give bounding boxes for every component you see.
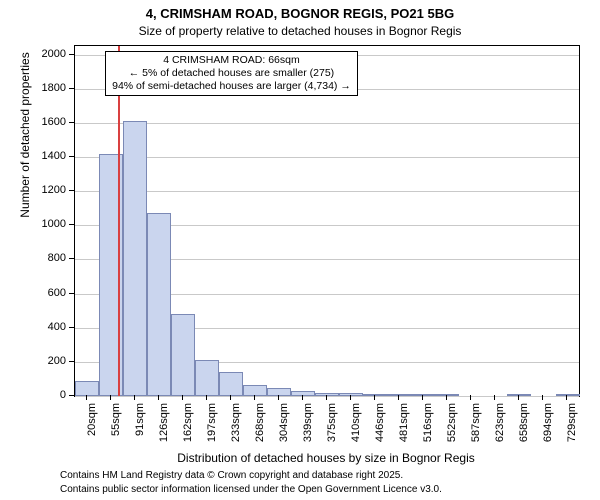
x-tick-label: 729sqm — [566, 403, 578, 453]
histogram-bar — [411, 394, 435, 396]
x-tick-mark — [278, 395, 279, 400]
x-tick-label: 55sqm — [110, 403, 122, 453]
y-tick-label: 1400 — [0, 150, 66, 162]
x-tick-label: 304sqm — [278, 403, 290, 453]
histogram-bar — [219, 372, 243, 396]
x-tick-label: 516sqm — [422, 403, 434, 453]
histogram-bar — [507, 394, 531, 396]
x-tick-mark — [302, 395, 303, 400]
x-tick-label: 658sqm — [518, 403, 530, 453]
histogram-bar — [363, 394, 387, 396]
y-tick-mark — [69, 54, 74, 55]
histogram-bar — [267, 388, 291, 396]
chart-title-main: 4, CRIMSHAM ROAD, BOGNOR REGIS, PO21 5BG — [0, 6, 600, 21]
y-tick-mark — [69, 156, 74, 157]
x-tick-label: 339sqm — [302, 403, 314, 453]
x-tick-label: 91sqm — [134, 403, 146, 453]
histogram-bar — [243, 385, 267, 396]
x-tick-label: 375sqm — [326, 403, 338, 453]
x-tick-label: 587sqm — [470, 403, 482, 453]
x-tick-mark — [470, 395, 471, 400]
x-tick-label: 694sqm — [542, 403, 554, 453]
y-tick-label: 800 — [0, 252, 66, 264]
y-tick-label: 2000 — [0, 48, 66, 60]
y-tick-mark — [69, 327, 74, 328]
y-tick-mark — [69, 395, 74, 396]
x-tick-mark — [230, 395, 231, 400]
histogram-bar — [435, 394, 459, 396]
y-tick-mark — [69, 88, 74, 89]
x-tick-label: 623sqm — [494, 403, 506, 453]
y-tick-mark — [69, 361, 74, 362]
y-tick-label: 200 — [0, 355, 66, 367]
annotation-box: 4 CRIMSHAM ROAD: 66sqm← 5% of detached h… — [105, 51, 358, 96]
x-axis-label: Distribution of detached houses by size … — [74, 451, 578, 465]
x-tick-label: 268sqm — [254, 403, 266, 453]
x-tick-label: 20sqm — [86, 403, 98, 453]
y-tick-mark — [69, 122, 74, 123]
histogram-bar — [195, 360, 219, 396]
x-tick-mark — [542, 395, 543, 400]
y-tick-mark — [69, 258, 74, 259]
x-tick-label: 410sqm — [350, 403, 362, 453]
x-tick-mark — [494, 395, 495, 400]
reference-line — [118, 46, 120, 396]
x-tick-label: 552sqm — [446, 403, 458, 453]
y-tick-mark — [69, 224, 74, 225]
x-tick-mark — [134, 395, 135, 400]
y-tick-label: 1800 — [0, 82, 66, 94]
y-tick-label: 600 — [0, 287, 66, 299]
x-tick-mark — [446, 395, 447, 400]
x-tick-mark — [374, 395, 375, 400]
y-tick-label: 1000 — [0, 218, 66, 230]
x-tick-mark — [206, 395, 207, 400]
plot-area — [74, 45, 580, 397]
x-tick-mark — [422, 395, 423, 400]
y-tick-mark — [69, 293, 74, 294]
annotation-line: 4 CRIMSHAM ROAD: 66sqm — [112, 54, 351, 67]
gridline — [75, 157, 579, 158]
histogram-bar — [171, 314, 195, 396]
y-tick-label: 0 — [0, 389, 66, 401]
x-tick-mark — [158, 395, 159, 400]
annotation-line: ← 5% of detached houses are smaller (275… — [112, 67, 351, 80]
x-tick-mark — [566, 395, 567, 400]
x-tick-label: 162sqm — [182, 403, 194, 453]
histogram-bar — [147, 213, 171, 396]
x-tick-mark — [110, 395, 111, 400]
footnote-line-2: Contains public sector information licen… — [60, 484, 442, 495]
x-tick-mark — [254, 395, 255, 400]
gridline — [75, 191, 579, 192]
x-tick-mark — [350, 395, 351, 400]
y-tick-label: 1200 — [0, 184, 66, 196]
x-tick-mark — [518, 395, 519, 400]
x-tick-label: 233sqm — [230, 403, 242, 453]
gridline — [75, 123, 579, 124]
x-tick-label: 126sqm — [158, 403, 170, 453]
x-tick-mark — [182, 395, 183, 400]
y-tick-mark — [69, 190, 74, 191]
histogram-bar — [291, 391, 315, 396]
histogram-bar — [315, 393, 339, 396]
x-tick-label: 481sqm — [398, 403, 410, 453]
y-tick-label: 1600 — [0, 116, 66, 128]
x-tick-mark — [326, 395, 327, 400]
annotation-line: 94% of semi-detached houses are larger (… — [112, 80, 351, 93]
histogram-bar — [556, 394, 580, 396]
histogram-bar — [387, 394, 411, 396]
histogram-bar — [339, 393, 363, 396]
y-tick-label: 400 — [0, 321, 66, 333]
x-tick-label: 446sqm — [374, 403, 386, 453]
x-tick-mark — [398, 395, 399, 400]
chart-title-sub: Size of property relative to detached ho… — [0, 24, 600, 38]
footnote-line-1: Contains HM Land Registry data © Crown c… — [60, 470, 403, 481]
histogram-bar — [123, 121, 147, 396]
x-tick-mark — [86, 395, 87, 400]
x-tick-label: 197sqm — [206, 403, 218, 453]
histogram-bar — [75, 381, 99, 396]
